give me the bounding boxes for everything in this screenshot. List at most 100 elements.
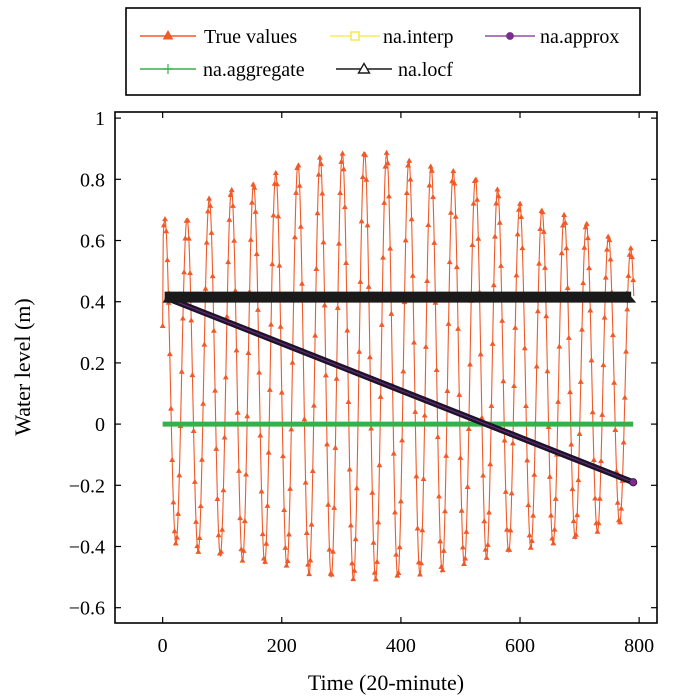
true-value-point bbox=[375, 519, 382, 525]
true-value-point bbox=[328, 571, 335, 577]
true-value-point bbox=[504, 526, 510, 532]
true-value-point bbox=[527, 544, 534, 550]
true-value-point bbox=[512, 324, 519, 330]
true-value-point bbox=[618, 505, 625, 511]
true-value-point bbox=[386, 193, 392, 199]
true-value-point bbox=[587, 307, 594, 313]
true-value-point bbox=[534, 308, 541, 314]
true-value-point bbox=[462, 555, 469, 561]
true-value-point bbox=[559, 222, 566, 228]
y-tick-label: −0.2 bbox=[69, 475, 105, 497]
true-value-point bbox=[525, 501, 532, 508]
true-value-point bbox=[564, 284, 571, 291]
true-value-point bbox=[514, 231, 521, 237]
true-value-point bbox=[393, 551, 400, 557]
true-value-point bbox=[612, 426, 619, 432]
true-value-point bbox=[209, 272, 216, 279]
true-value-point bbox=[448, 209, 454, 215]
true-value-point bbox=[513, 272, 520, 278]
legend-label-na-locf: na.locf bbox=[398, 59, 453, 81]
true-value-point bbox=[339, 150, 346, 156]
true-value-point bbox=[588, 357, 595, 363]
true-value-point bbox=[502, 488, 509, 494]
x-tick-label: 400 bbox=[386, 635, 416, 657]
true-value-point bbox=[350, 575, 357, 582]
true-value-point bbox=[624, 306, 631, 312]
true-value-point bbox=[537, 225, 544, 231]
true-value-point bbox=[575, 476, 582, 483]
true-value-point bbox=[243, 471, 249, 477]
true-value-point bbox=[228, 186, 235, 193]
true-value-point bbox=[549, 535, 556, 541]
y-tick-label: 0 bbox=[95, 414, 105, 436]
true-value-point bbox=[377, 393, 384, 399]
true-value-point bbox=[326, 546, 333, 552]
true-values-markers bbox=[159, 149, 637, 582]
true-value-point bbox=[274, 181, 280, 187]
legend-marker-na-approx bbox=[506, 32, 514, 40]
true-value-point bbox=[558, 250, 565, 256]
true-value-point bbox=[423, 343, 429, 349]
true-value-point bbox=[574, 511, 581, 518]
true-value-point bbox=[380, 254, 386, 260]
true-value-point bbox=[212, 387, 218, 393]
true-value-point bbox=[599, 411, 606, 417]
na-approx-end-point bbox=[629, 478, 638, 487]
x-tick-label: 800 bbox=[624, 635, 654, 657]
true-value-point bbox=[467, 361, 473, 367]
true-value-point bbox=[562, 219, 569, 225]
true-value-point bbox=[434, 433, 441, 440]
true-value-point bbox=[255, 306, 261, 312]
true-value-point bbox=[414, 525, 421, 531]
true-value-point bbox=[433, 366, 440, 373]
true-value-point bbox=[270, 212, 277, 218]
true-value-point bbox=[284, 557, 291, 564]
true-value-point bbox=[185, 235, 192, 241]
true-value-point bbox=[614, 499, 621, 505]
true-value-point bbox=[280, 452, 286, 459]
true-value-point bbox=[208, 229, 215, 235]
true-value-point bbox=[573, 531, 579, 537]
true-value-point bbox=[336, 240, 342, 246]
true-value-point bbox=[297, 223, 304, 229]
true-value-point bbox=[309, 467, 316, 474]
true-value-point bbox=[334, 304, 341, 310]
true-value-point bbox=[387, 245, 394, 251]
true-value-point bbox=[197, 502, 204, 509]
true-value-point bbox=[478, 414, 485, 420]
true-value-point bbox=[629, 253, 635, 260]
true-value-point bbox=[169, 456, 176, 462]
true-value-point bbox=[307, 557, 314, 563]
true-value-point bbox=[405, 162, 411, 168]
true-value-point bbox=[184, 217, 191, 223]
true-value-point bbox=[182, 235, 189, 241]
true-value-point bbox=[231, 237, 238, 243]
true-value-point bbox=[258, 488, 265, 494]
true-value-point bbox=[194, 542, 201, 549]
true-value-point bbox=[396, 544, 403, 550]
true-value-point bbox=[347, 522, 354, 528]
true-value-point bbox=[262, 558, 268, 564]
legend-item-na-locf: na.locf bbox=[336, 59, 453, 81]
true-value-point bbox=[480, 472, 486, 478]
legend-box bbox=[125, 7, 641, 96]
true-value-point bbox=[546, 473, 553, 479]
y-axis-title: Water level (m) bbox=[10, 298, 35, 436]
true-value-point bbox=[214, 495, 221, 502]
true-value-point bbox=[252, 208, 259, 214]
true-value-point bbox=[190, 427, 197, 434]
true-value-point bbox=[465, 425, 472, 431]
true-value-point bbox=[543, 313, 550, 319]
true-value-point bbox=[383, 149, 390, 155]
true-value-point bbox=[565, 334, 572, 340]
true-value-point bbox=[606, 236, 613, 243]
true-value-point bbox=[523, 402, 529, 409]
true-value-point bbox=[320, 239, 327, 245]
true-value-point bbox=[576, 430, 583, 437]
true-value-point bbox=[196, 534, 203, 541]
true-value-point bbox=[225, 258, 232, 265]
true-value-point bbox=[250, 181, 257, 187]
true-value-point bbox=[278, 389, 285, 395]
true-value-point bbox=[550, 540, 557, 546]
true-value-point bbox=[536, 260, 542, 266]
